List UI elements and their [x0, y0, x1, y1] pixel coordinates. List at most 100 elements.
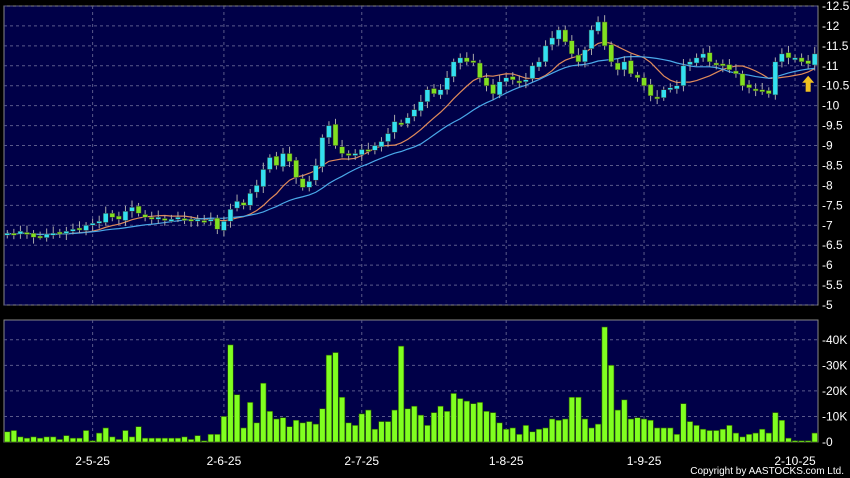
- volume-bar: [700, 428, 707, 443]
- candle-body: [713, 62, 719, 66]
- candle-body: [4, 232, 11, 236]
- candle: [260, 162, 267, 193]
- candle-body: [608, 44, 614, 63]
- candle: [510, 72, 516, 85]
- volume-bar: [529, 431, 536, 443]
- candle-body: [17, 230, 24, 235]
- candle-body: [398, 122, 404, 126]
- candle: [536, 57, 542, 71]
- candle-body: [306, 181, 312, 188]
- candle: [785, 45, 792, 65]
- volume-bar: [614, 409, 621, 443]
- candle-body: [359, 149, 365, 155]
- volume-bar: [194, 435, 201, 443]
- candle-body: [96, 221, 102, 224]
- volume-bar: [798, 440, 805, 443]
- candle-body: [286, 153, 293, 162]
- volume-bar: [621, 399, 628, 443]
- candle: [634, 71, 641, 82]
- volume-bar: [371, 428, 378, 443]
- volume-bar: [4, 431, 11, 443]
- candle: [621, 56, 628, 77]
- candle-body: [70, 229, 76, 232]
- candle: [798, 53, 805, 66]
- volume-tick-label: -40K: [822, 333, 847, 347]
- volume-bar: [732, 432, 740, 443]
- volume-bar: [325, 354, 333, 443]
- candle: [516, 75, 523, 88]
- volume-bar: [181, 436, 188, 443]
- volume-bar: [384, 421, 392, 443]
- price-tick-label: -8: [822, 178, 833, 192]
- candle: [674, 80, 680, 94]
- candle: [11, 228, 17, 240]
- candle-body: [516, 80, 523, 84]
- candle-body: [798, 57, 805, 63]
- volume-bar: [247, 402, 254, 443]
- candle: [464, 52, 470, 66]
- volume-bar: [89, 440, 96, 443]
- candle: [378, 137, 385, 152]
- candle-body: [122, 211, 129, 221]
- candle: [181, 211, 188, 225]
- candle: [805, 55, 811, 69]
- candle-body: [332, 124, 339, 146]
- volume-bar: [811, 432, 818, 443]
- volume-tick-label: -0: [822, 435, 833, 449]
- volume-bar: [63, 435, 70, 443]
- price-tick-label: -11.5: [822, 39, 849, 53]
- candle-body: [444, 77, 450, 90]
- candle: [523, 72, 529, 89]
- volume-bar: [601, 326, 608, 443]
- candle: [687, 58, 693, 71]
- candle: [63, 226, 70, 241]
- candle-body: [431, 88, 437, 94]
- price-tick-label: -5.5: [822, 278, 843, 292]
- volume-bar: [680, 403, 687, 443]
- price-tick-label: -12.5: [822, 0, 850, 13]
- candle-body: [510, 76, 516, 81]
- candle: [24, 225, 30, 239]
- candle: [306, 175, 312, 192]
- volume-bar: [424, 425, 431, 443]
- candle-body: [201, 220, 207, 223]
- candle-body: [260, 169, 267, 187]
- price-tick-label: -9.5: [822, 119, 843, 133]
- candle: [752, 83, 759, 97]
- candle: [332, 118, 339, 149]
- candle-body: [273, 156, 280, 166]
- candle: [129, 200, 135, 218]
- candle-body: [345, 153, 352, 156]
- candle-body: [772, 61, 779, 96]
- candle: [188, 216, 194, 227]
- candle: [253, 179, 260, 198]
- volume-bar: [805, 440, 812, 443]
- candle: [313, 158, 319, 186]
- date-label: 2-6-25: [207, 454, 242, 468]
- volume-bar: [50, 436, 57, 443]
- volume-bar: [17, 436, 24, 443]
- candle-body: [240, 202, 247, 206]
- up-arrow-icon: [802, 75, 815, 92]
- candle: [116, 211, 122, 225]
- candle-body: [523, 79, 529, 83]
- volume-bar: [581, 418, 589, 443]
- candle: [667, 83, 674, 93]
- candle-body: [496, 81, 503, 96]
- candle: [766, 87, 772, 98]
- candle-body: [555, 29, 562, 40]
- candle-body: [148, 217, 155, 220]
- volume-bar: [470, 403, 477, 443]
- price-tick-label: -7.5: [822, 198, 843, 212]
- volume-panel: [3, 319, 819, 443]
- volume-bar: [155, 437, 162, 443]
- volume-bar: [220, 416, 227, 443]
- candle: [477, 59, 483, 83]
- candle-body: [457, 57, 463, 64]
- volume-bar: [575, 396, 582, 443]
- candle-body: [50, 232, 56, 236]
- candle-body: [766, 90, 772, 94]
- candle: [234, 194, 240, 212]
- candle: [404, 113, 411, 128]
